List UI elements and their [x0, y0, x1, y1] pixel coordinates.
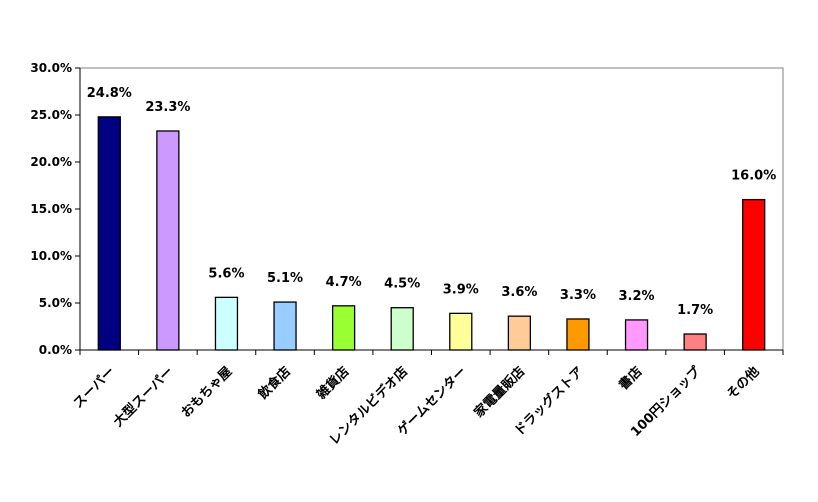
y-tick-label: 5.0%: [39, 296, 72, 310]
x-tick-label: 家電量販店: [471, 364, 528, 421]
x-tick-label: 飲食店: [254, 364, 294, 404]
y-tick-label: 0.0%: [39, 343, 72, 357]
data-label: 4.5%: [384, 277, 420, 292]
x-tick-label: その他: [724, 364, 763, 403]
x-tick-label: スーパー: [71, 364, 118, 411]
data-label: 5.1%: [267, 271, 303, 286]
bar: [624, 319, 649, 351]
x-tick-label: 書店: [616, 364, 646, 394]
bar: [97, 116, 121, 351]
data-label: 4.7%: [326, 275, 362, 290]
x-tick-label: 雑貨店: [313, 364, 353, 404]
bar: [331, 305, 356, 351]
data-label: 3.3%: [560, 288, 596, 303]
y-tick-label: 10.0%: [30, 249, 72, 263]
bar-series: [97, 116, 766, 351]
y-tick-label: 25.0%: [30, 108, 72, 122]
x-axis: [79, 349, 784, 355]
bar: [683, 333, 707, 351]
x-tick-label: 大型スーパー: [110, 364, 176, 430]
bar: [449, 312, 473, 351]
bar: [390, 307, 414, 351]
bar: [214, 296, 239, 351]
y-axis: 0.0% 5.0% 10.0% 15.0% 20.0% 25.0% 30.0%: [30, 61, 81, 357]
plot-area: [79, 67, 784, 351]
y-tick-label: 15.0%: [30, 202, 72, 216]
data-labels: 24.8% 23.3% 5.6% 5.1% 4.7% 4.5% 3.9% 3.6% 3.3% 3.…: [87, 86, 777, 318]
data-label: 3.2%: [619, 289, 655, 304]
y-tick-label: 30.0%: [30, 61, 72, 75]
bar: [742, 198, 766, 351]
data-label: 3.9%: [443, 282, 479, 297]
data-label: 1.7%: [677, 303, 713, 318]
data-label: 23.3%: [145, 100, 190, 115]
bar: [156, 130, 180, 351]
bar: [507, 315, 532, 351]
x-tick-label: おもちゃ屋: [179, 364, 236, 421]
y-tick-label: 20.0%: [30, 155, 72, 169]
data-label: 3.6%: [501, 285, 537, 300]
bar: [566, 318, 590, 351]
bar: [273, 301, 297, 351]
data-label: 5.6%: [208, 266, 244, 281]
data-label: 24.8%: [87, 86, 132, 101]
data-label: 16.0%: [731, 169, 776, 184]
